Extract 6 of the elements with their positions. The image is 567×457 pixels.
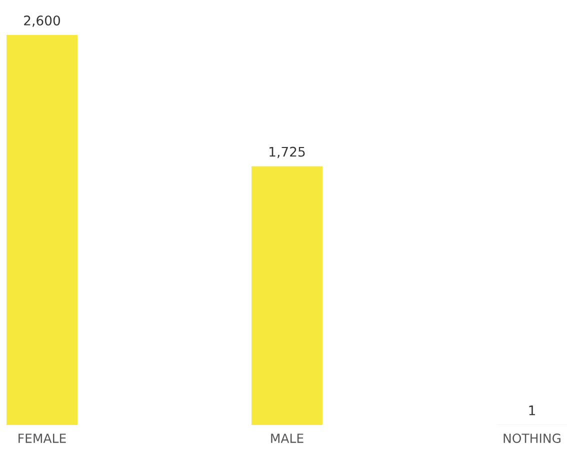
- x-tick-label: NOTHING: [504, 434, 560, 444]
- data-label: 2,600: [24, 16, 60, 27]
- data-label: 1,725: [270, 146, 305, 158]
- data-label: 1: [529, 406, 535, 416]
- x-tick-label: FEMALE: [18, 434, 66, 443]
- x-tick-label: MALE: [271, 434, 304, 443]
